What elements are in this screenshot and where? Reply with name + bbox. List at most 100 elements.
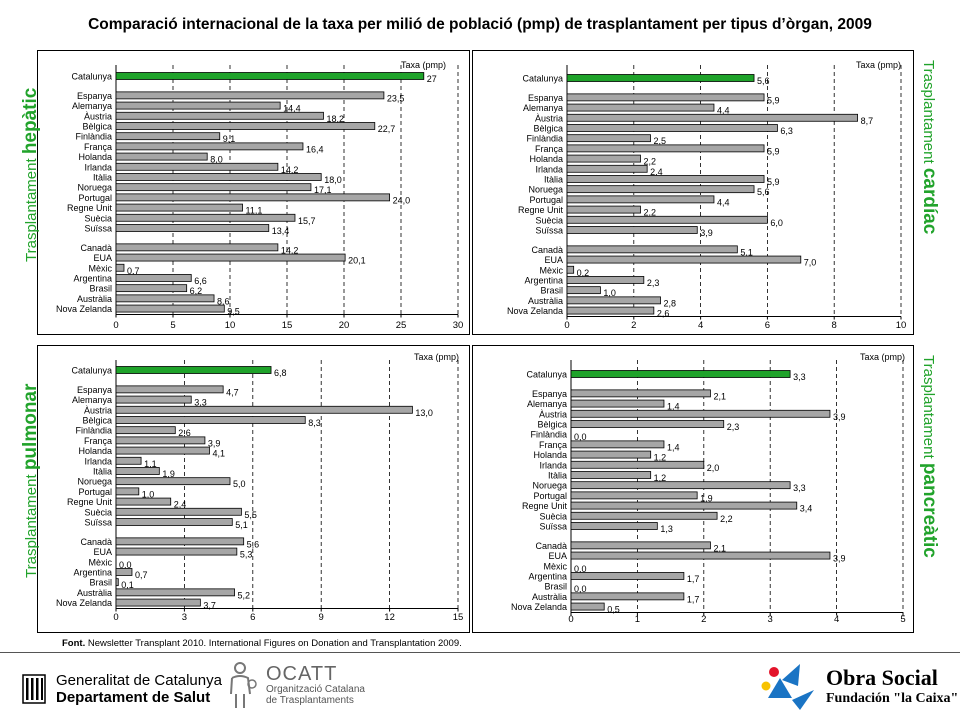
bar [566,164,648,173]
x-tick-label: 20 [339,320,350,331]
x-tick-label: 0 [113,612,118,623]
side-label-prefix: Trasplantament [920,355,937,463]
data-label: 22,7 [378,124,396,134]
bar [115,101,281,110]
x-tick-label: 9 [319,612,324,623]
bar [570,409,831,418]
data-label: 1,4 [667,442,680,452]
source-prefix: Font. [62,638,86,649]
bar [115,173,322,181]
data-label: 0,2 [577,268,590,278]
category-label: Noruega [528,185,563,195]
side-label-prefix: Trasplantament [23,470,40,578]
side-label-pulmonar: Trasplantament pulmonar [20,384,42,578]
data-label: 5,6 [757,187,770,197]
x-tick-label: 3 [182,612,187,623]
category-label: Alemanya [523,103,563,113]
bar [570,399,665,408]
category-label: Noruega [77,183,112,193]
category-label: Bèlgica [537,419,567,429]
category-label: Irlanda [535,164,563,174]
category-label: Finlàndia [75,132,112,142]
x-tick-label: 5 [900,614,905,625]
category-label: Austràlia [77,294,112,304]
side-label-organ: pancreàtic [919,462,940,558]
category-label: Nova Zelanda [507,306,563,316]
category-label: Mèxic [88,263,112,273]
x-tick-label: 4 [698,320,703,331]
data-label: 24,0 [393,195,411,205]
data-label: 2,4 [650,167,663,177]
bar [115,537,245,546]
category-label: Itàlia [548,470,567,480]
bar [115,426,176,435]
source-text: Newsletter Transplant 2010. Internationa… [85,638,462,649]
category-label: Suïssa [84,223,112,233]
data-label: 9,1 [223,134,236,144]
category-label: Àustria [84,405,112,415]
bar [115,456,142,465]
unit-label: Taxa (pmp) [401,60,446,70]
category-label: Argentina [524,275,563,285]
category-label: Alemanya [72,395,112,405]
x-tick-label: 1 [635,614,640,625]
bar [566,144,765,153]
category-label: Alemanya [72,101,112,111]
data-label: 3,3 [194,398,207,408]
bar [566,306,655,315]
data-label: 4,4 [717,106,730,116]
category-label: Finlàndia [526,134,563,144]
bar [566,113,858,122]
data-label: 20,1 [348,256,366,266]
x-tick-label: 4 [834,614,839,625]
side-label-organ: cardíac [919,167,940,235]
bar [115,507,242,516]
data-label: 4,4 [717,197,730,207]
data-label: 2,1 [713,543,726,553]
category-label: Portugal [533,491,567,501]
data-label: 7,0 [804,258,817,268]
category-label: EUA [93,547,112,557]
data-label: 2,2 [643,157,656,167]
category-label: Noruega [532,481,567,491]
category-label: Austràlia [532,592,567,602]
data-label: 4,1 [212,449,225,459]
ocatt-figure-icon [230,662,257,708]
data-label: 3,7 [203,601,216,611]
category-label: Bèlgica [82,121,112,131]
data-label: 0,0 [119,560,132,570]
bar [115,304,225,313]
category-label: Holanda [78,152,112,162]
data-label: 17,1 [314,185,332,195]
data-label: 2,3 [727,422,740,432]
side-label-organ: pulmonar [20,383,41,471]
bar [115,405,413,414]
bar [566,195,715,204]
data-label: 2,4 [174,500,187,510]
bar [115,122,376,130]
category-label: Espanya [77,91,112,101]
chart-svg-hepatic: 0 5 10 15 20 25 30 Taxa (pmp) Catalunya 27 Espanya… [56,60,463,331]
data-label: 3,9 [208,438,221,448]
chart-svg-pancreatic: 0 1 2 3 4 5 Taxa (pmp) Catalunya 3,3 Espanya 2,1 Al… [511,352,906,625]
bar [566,103,715,112]
category-label: Espanya [532,389,567,399]
category-label: Àustria [539,409,567,419]
bar [570,541,711,550]
category-label: Austràlia [77,588,112,598]
data-label: 5,1 [235,520,248,530]
category-label: Itàlia [544,174,563,184]
unit-label: Taxa (pmp) [414,352,459,362]
data-label: 2,2 [720,514,733,524]
data-label: 1,0 [603,288,616,298]
bar [115,385,224,394]
data-label: 1,9 [700,493,713,503]
bar [566,265,575,274]
bar [566,286,601,295]
bar [115,446,210,455]
data-label: 1,7 [687,594,700,604]
x-tick-label: 0 [568,614,573,625]
category-label: Itàlia [93,466,112,476]
x-tick-label: 2 [701,614,706,625]
data-label: 2,5 [654,136,667,146]
